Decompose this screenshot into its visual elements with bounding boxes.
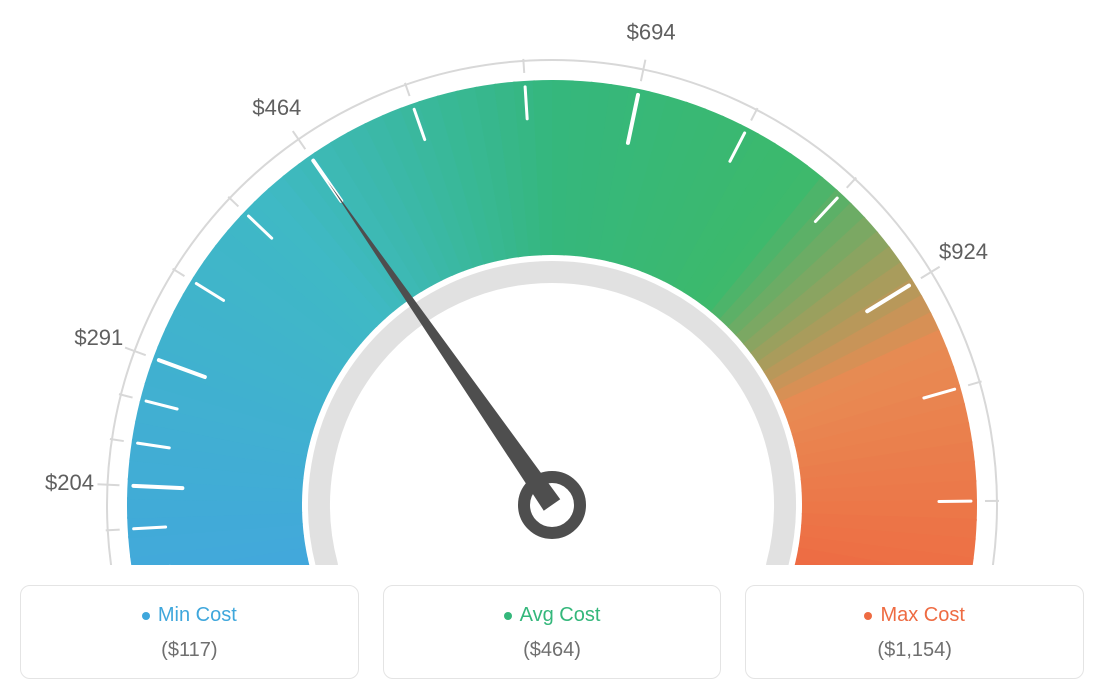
legend-value-min: ($117): [31, 639, 348, 662]
gauge-tick-label: $464: [252, 95, 301, 120]
gauge-tick-label: $924: [939, 239, 988, 264]
gauge-tick-label: $694: [627, 20, 676, 44]
gauge-svg: $117$204$291$464$694$924$1,154: [20, 20, 1084, 565]
legend-title-avg: Avg Cost: [504, 604, 601, 627]
gauge-area: $117$204$291$464$694$924$1,154: [20, 20, 1084, 565]
legend-dot-avg: [504, 612, 512, 620]
legend-card-avg: Avg Cost ($464): [383, 585, 722, 679]
legend-label-min: Min Cost: [158, 604, 237, 627]
legend-label-avg: Avg Cost: [520, 604, 601, 627]
legend-dot-max: [864, 612, 872, 620]
legend-value-max: ($1,154): [756, 639, 1073, 662]
cost-gauge-chart: $117$204$291$464$694$924$1,154 Min Cost …: [20, 20, 1084, 679]
gauge-tick-label: $204: [45, 470, 94, 495]
legend-row: Min Cost ($117) Avg Cost ($464) Max Cost…: [20, 585, 1084, 679]
legend-title-max: Max Cost: [864, 604, 964, 627]
legend-title-min: Min Cost: [142, 604, 237, 627]
legend-value-avg: ($464): [394, 639, 711, 662]
gauge-tick-label: $291: [74, 325, 123, 350]
legend-card-min: Min Cost ($117): [20, 585, 359, 679]
legend-label-max: Max Cost: [880, 604, 964, 627]
legend-dot-min: [142, 612, 150, 620]
legend-card-max: Max Cost ($1,154): [745, 585, 1084, 679]
